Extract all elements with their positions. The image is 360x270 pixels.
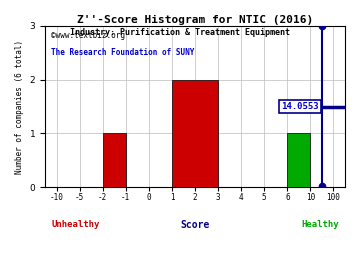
Text: Unhealthy: Unhealthy (51, 220, 99, 228)
Text: Score: Score (180, 220, 210, 230)
Text: The Research Foundation of SUNY: The Research Foundation of SUNY (51, 48, 194, 58)
Bar (172, 80, 218, 187)
Text: 14.0553: 14.0553 (281, 102, 319, 111)
Title: Z''-Score Histogram for NTIC (2016): Z''-Score Histogram for NTIC (2016) (77, 15, 313, 25)
Bar (287, 133, 310, 187)
Text: ©www.textbiz.org: ©www.textbiz.org (51, 31, 125, 40)
Bar (103, 133, 126, 187)
Y-axis label: Number of companies (6 total): Number of companies (6 total) (15, 39, 24, 174)
Text: Industry: Purification & Treatment Equipment: Industry: Purification & Treatment Equip… (70, 28, 290, 37)
Text: Healthy: Healthy (301, 220, 339, 228)
